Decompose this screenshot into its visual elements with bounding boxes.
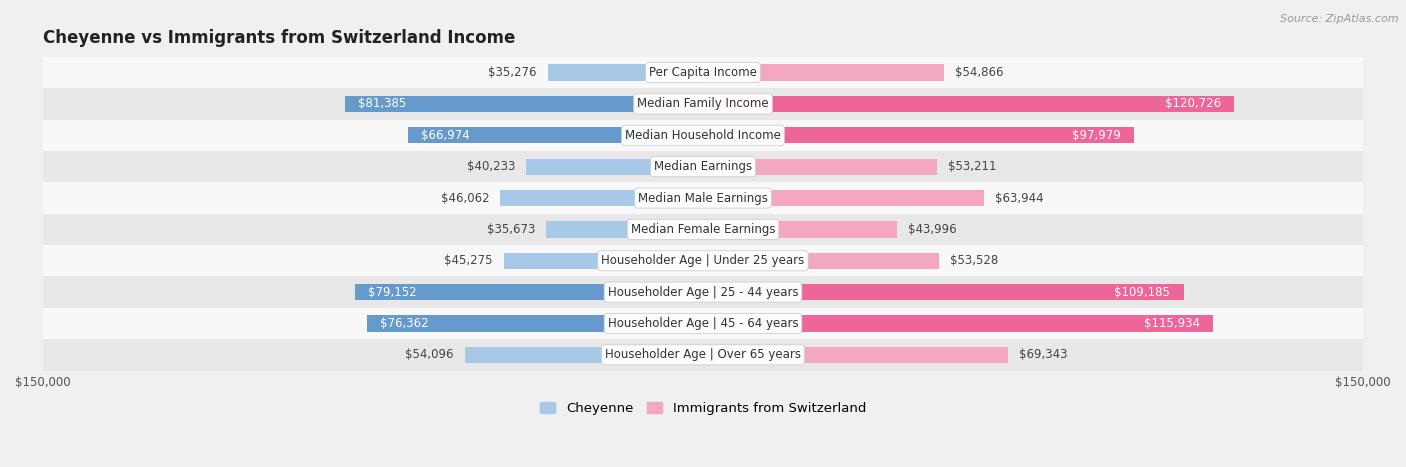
Bar xyxy=(354,284,703,300)
Bar xyxy=(546,221,703,238)
Bar xyxy=(703,158,938,175)
Text: $76,362: $76,362 xyxy=(380,317,429,330)
Text: $115,934: $115,934 xyxy=(1144,317,1201,330)
Text: Householder Age | 45 - 64 years: Householder Age | 45 - 64 years xyxy=(607,317,799,330)
Bar xyxy=(703,347,1008,363)
Text: $54,866: $54,866 xyxy=(956,66,1004,79)
Bar xyxy=(42,276,1364,308)
Text: Householder Age | 25 - 44 years: Householder Age | 25 - 44 years xyxy=(607,286,799,298)
Text: Median Female Earnings: Median Female Earnings xyxy=(631,223,775,236)
Bar xyxy=(42,57,1364,88)
Text: $66,974: $66,974 xyxy=(422,129,470,142)
Text: $109,185: $109,185 xyxy=(1115,286,1170,298)
Bar xyxy=(42,182,1364,214)
Bar xyxy=(42,214,1364,245)
Bar xyxy=(703,96,1234,112)
Bar xyxy=(465,347,703,363)
Bar xyxy=(703,253,939,269)
Bar xyxy=(703,221,897,238)
Text: $97,979: $97,979 xyxy=(1073,129,1121,142)
Text: $81,385: $81,385 xyxy=(359,98,406,110)
Text: $45,275: $45,275 xyxy=(444,254,492,267)
Text: $46,062: $46,062 xyxy=(440,191,489,205)
Text: Cheyenne vs Immigrants from Switzerland Income: Cheyenne vs Immigrants from Switzerland … xyxy=(42,29,515,47)
Text: Median Male Earnings: Median Male Earnings xyxy=(638,191,768,205)
Bar xyxy=(548,64,703,81)
Bar xyxy=(703,127,1135,143)
Text: Source: ZipAtlas.com: Source: ZipAtlas.com xyxy=(1281,14,1399,24)
Bar xyxy=(703,64,945,81)
Text: Per Capita Income: Per Capita Income xyxy=(650,66,756,79)
Bar xyxy=(501,190,703,206)
Text: $63,944: $63,944 xyxy=(995,191,1045,205)
Text: Median Family Income: Median Family Income xyxy=(637,98,769,110)
Text: $53,528: $53,528 xyxy=(949,254,998,267)
Text: $35,276: $35,276 xyxy=(488,66,537,79)
Text: $69,343: $69,343 xyxy=(1019,348,1067,361)
Bar xyxy=(703,315,1213,332)
Bar xyxy=(526,158,703,175)
Text: Median Household Income: Median Household Income xyxy=(626,129,780,142)
Bar xyxy=(42,245,1364,276)
Text: $40,233: $40,233 xyxy=(467,160,515,173)
Bar xyxy=(367,315,703,332)
Bar xyxy=(42,120,1364,151)
Bar xyxy=(703,190,984,206)
Text: Householder Age | Over 65 years: Householder Age | Over 65 years xyxy=(605,348,801,361)
Bar xyxy=(703,284,1184,300)
Bar xyxy=(408,127,703,143)
Text: $43,996: $43,996 xyxy=(908,223,956,236)
Bar xyxy=(42,151,1364,182)
Legend: Cheyenne, Immigrants from Switzerland: Cheyenne, Immigrants from Switzerland xyxy=(534,397,872,420)
Bar xyxy=(344,96,703,112)
Text: $35,673: $35,673 xyxy=(486,223,536,236)
Bar xyxy=(503,253,703,269)
Bar xyxy=(42,88,1364,120)
Text: $120,726: $120,726 xyxy=(1166,98,1222,110)
Text: $53,211: $53,211 xyxy=(948,160,997,173)
Bar xyxy=(42,339,1364,370)
Text: Householder Age | Under 25 years: Householder Age | Under 25 years xyxy=(602,254,804,267)
Text: Median Earnings: Median Earnings xyxy=(654,160,752,173)
Text: $54,096: $54,096 xyxy=(405,348,454,361)
Bar xyxy=(42,308,1364,339)
Text: $79,152: $79,152 xyxy=(368,286,416,298)
